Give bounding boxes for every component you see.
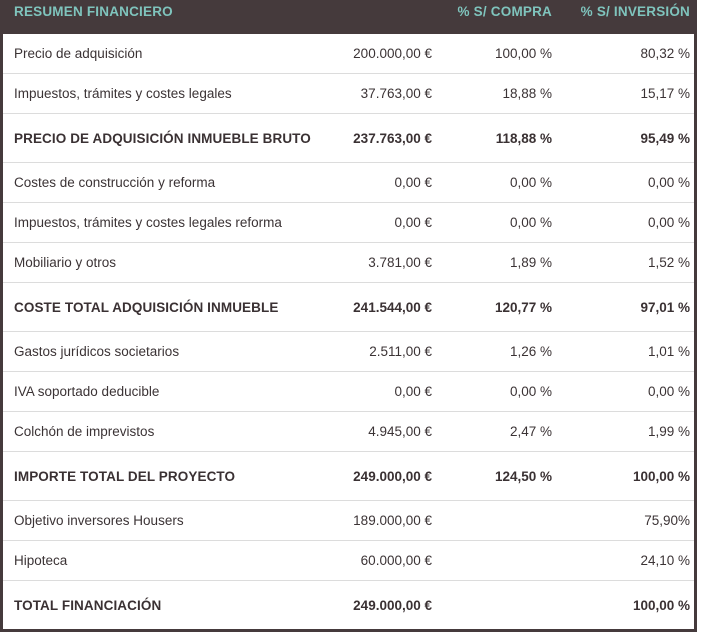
header-pct-inversion: % S/ INVERSIÓN: [580, 4, 690, 19]
row-pct-inversion: 100,00 %: [632, 468, 690, 484]
table-row-hipoteca: Hipoteca 60.000,00 € 24,10 %: [3, 541, 694, 581]
table-row-colchon: Colchón de imprevistos 4.945,00 € 2,47 %…: [3, 412, 694, 452]
row-pct-compra: 118,88 %: [495, 130, 552, 146]
row-amount: 37.763,00 €: [360, 86, 432, 101]
table-row-total-proyecto: IMPORTE TOTAL DEL PROYECTO 249.000,00 € …: [3, 452, 694, 501]
row-pct-inversion: 24,10 %: [640, 553, 690, 568]
table-row-total-financiacion: TOTAL FINANCIACIÓN 249.000,00 € 100,00 %: [3, 581, 694, 630]
row-amount: 200.000,00 €: [353, 46, 432, 61]
row-label: Gastos jurídicos societarios: [14, 344, 180, 359]
row-pct-inversion: 1,99 %: [647, 424, 690, 439]
row-pct-inversion: 0,00 %: [647, 175, 690, 190]
row-amount: 0,00 €: [394, 175, 432, 190]
table-row-impuestos: Impuestos, trámites y costes legales 37.…: [3, 74, 694, 114]
header-pct-compra: % S/ COMPRA: [457, 4, 552, 19]
header-title: RESUMEN FINANCIERO: [14, 4, 173, 19]
row-pct-compra: 0,00 %: [509, 215, 552, 230]
row-pct-inversion: 15,17 %: [640, 86, 690, 101]
row-amount: 249.000,00 €: [353, 598, 432, 613]
row-pct-inversion: 75,90%: [644, 513, 690, 528]
row-pct-inversion: 0,00 %: [647, 215, 690, 230]
row-amount: 4.945,00 €: [368, 424, 432, 439]
row-label: TOTAL FINANCIACIÓN: [14, 598, 162, 613]
row-pct-compra: 0,00 %: [509, 384, 552, 399]
table-row-mobiliario: Mobiliario y otros 3.781,00 € 1,89 % 1,5…: [3, 243, 694, 283]
row-amount: 249.000,00 €: [353, 468, 432, 484]
row-pct-compra: 18,88 %: [502, 86, 552, 101]
table-header: RESUMEN FINANCIERO % S/ COMPRA % S/ INVE…: [3, 0, 694, 34]
table-row-objetivo-inversores: Objetivo inversores Housers 189.000,00 €…: [3, 501, 694, 541]
row-label: Precio de adquisición: [14, 46, 143, 61]
row-label: Costes de construcción y reforma: [14, 175, 216, 190]
row-amount: 241.544,00 €: [353, 299, 432, 315]
row-label: Impuestos, trámites y costes legales ref…: [14, 215, 282, 230]
table-row-subtotal-coste: COSTE TOTAL ADQUISICIÓN INMUEBLE 241.544…: [3, 283, 694, 332]
row-label: Objetivo inversores Housers: [14, 513, 184, 528]
row-pct-compra: 1,89 %: [509, 255, 552, 270]
row-pct-compra: 124,50 %: [494, 468, 552, 484]
row-pct-inversion: 0,00 %: [647, 384, 690, 399]
row-label: PRECIO DE ADQUISICIÓN INMUEBLE BRUTO: [14, 130, 311, 146]
table-row-gastos-juridicos: Gastos jurídicos societarios 2.511,00 € …: [3, 332, 694, 372]
row-amount: 237.763,00 €: [353, 130, 432, 146]
row-pct-inversion: 95,49 %: [640, 130, 690, 146]
row-pct-compra: 120,77 %: [494, 299, 552, 315]
row-pct-inversion: 1,52 %: [647, 255, 690, 270]
row-label: Mobiliario y otros: [14, 255, 117, 270]
row-pct-inversion: 1,01 %: [647, 344, 690, 359]
row-label: Hipoteca: [14, 553, 68, 568]
row-pct-compra: 100,00 %: [494, 46, 552, 61]
table-row-impuestos-reforma: Impuestos, trámites y costes legales ref…: [3, 203, 694, 243]
row-label: Colchón de imprevistos: [14, 424, 155, 439]
table-row-precio-adquisicion: Precio de adquisición 200.000,00 € 100,0…: [3, 34, 694, 74]
row-pct-compra: 0,00 %: [509, 175, 552, 190]
row-amount: 0,00 €: [394, 384, 432, 399]
row-amount: 2.511,00 €: [369, 344, 432, 359]
row-amount: 3.781,00 €: [368, 255, 432, 270]
table-row-iva: IVA soportado deducible 0,00 € 0,00 % 0,…: [3, 372, 694, 412]
row-label: IVA soportado deducible: [14, 384, 160, 399]
row-pct-inversion: 97,01 %: [640, 299, 690, 315]
row-pct-inversion: 100,00 %: [632, 598, 690, 613]
row-amount: 0,00 €: [394, 215, 432, 230]
row-label: COSTE TOTAL ADQUISICIÓN INMUEBLE: [14, 299, 279, 315]
row-pct-compra: 2,47 %: [509, 424, 552, 439]
row-label: Impuestos, trámites y costes legales: [14, 86, 232, 101]
row-amount: 189.000,00 €: [353, 513, 432, 528]
row-amount: 60.000,00 €: [360, 553, 432, 568]
row-label: IMPORTE TOTAL DEL PROYECTO: [14, 468, 236, 484]
row-pct-compra: 1,26 %: [509, 344, 552, 359]
row-pct-inversion: 80,32 %: [640, 46, 690, 61]
table-row-construccion: Costes de construcción y reforma 0,00 € …: [3, 163, 694, 203]
header-amount: [339, 0, 432, 4]
table-row-subtotal-bruto: PRECIO DE ADQUISICIÓN INMUEBLE BRUTO 237…: [3, 114, 694, 163]
